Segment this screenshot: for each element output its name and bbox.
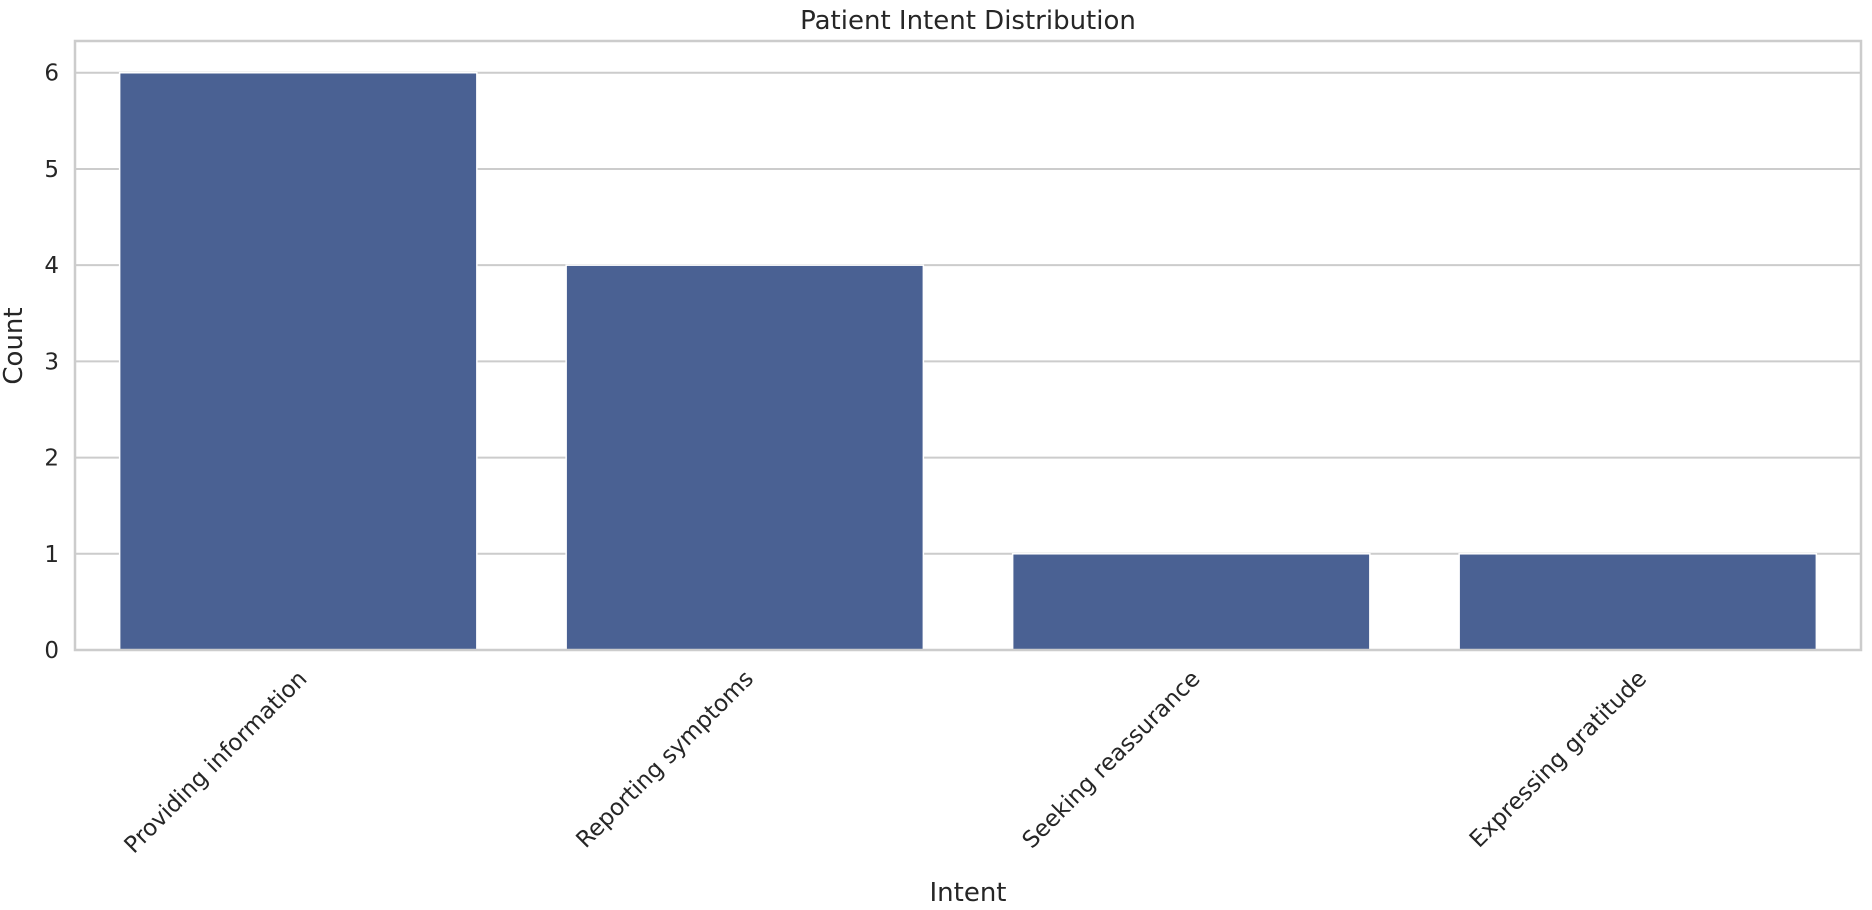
- y-tick-label: 0: [44, 638, 59, 664]
- y-tick-label: 1: [44, 542, 59, 568]
- bar-reporting-symptoms: [565, 264, 925, 651]
- bars: [118, 71, 1818, 651]
- x-tick-labels: Providing information Reporting symptoms S…: [120, 666, 1652, 859]
- x-tick-label: Providing information: [120, 666, 313, 859]
- y-tick-label: 4: [44, 253, 59, 279]
- plot-frame: [73, 39, 1863, 652]
- bar-expressing-gratitude: [1458, 553, 1818, 651]
- bar-providing-information: [118, 71, 478, 651]
- x-axis-label: Intent: [929, 878, 1006, 908]
- y-tick-label: 6: [44, 61, 59, 87]
- x-tick-label: Reporting symptoms: [571, 666, 759, 854]
- bar-seeking-reassurance: [1011, 553, 1371, 651]
- y-tick-label: 3: [44, 349, 59, 375]
- x-tick-label: Seeking reassurance: [1018, 666, 1206, 854]
- chart-title: Patient Intent Distribution: [800, 6, 1136, 36]
- y-tick-labels: 0 1 2 3 4 5 6: [44, 61, 59, 664]
- y-tick-label: 5: [44, 157, 59, 183]
- y-axis-label: Count: [0, 307, 29, 384]
- x-tick-label: Expressing gratitude: [1465, 666, 1652, 853]
- y-tick-label: 2: [44, 446, 59, 472]
